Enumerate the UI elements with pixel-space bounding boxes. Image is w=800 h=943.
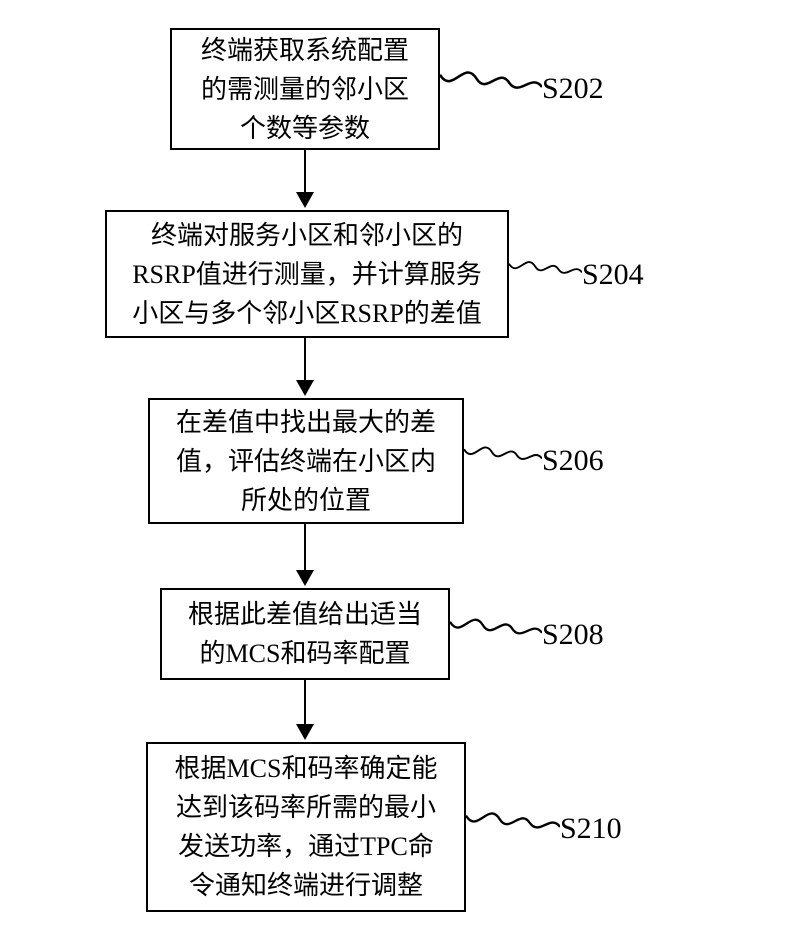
node-text: 终端对服务小区和邻小区的RSRP值进行测量，并计算服务小区与多个邻小区RSRP的… — [132, 216, 482, 333]
flow-node-s210: 根据MCS和码率确定能达到该码率所需的最小发送功率，通过TPC命令通知终端进行调… — [146, 742, 466, 912]
step-label-s204: S204 — [582, 258, 644, 292]
squiggle-connector — [440, 60, 542, 110]
step-label-s208: S208 — [542, 618, 604, 652]
step-label-s210: S210 — [560, 812, 622, 846]
label-text: S204 — [582, 258, 644, 291]
node-text: 根据MCS和码率确定能达到该码率所需的最小发送功率，通过TPC命令通知终端进行调… — [175, 749, 438, 905]
step-label-s206: S206 — [542, 444, 604, 478]
label-text: S206 — [542, 444, 604, 477]
flow-arrow — [304, 524, 306, 584]
node-text: 在差值中找出最大的差值，评估终端在小区内所处的位置 — [176, 403, 436, 520]
squiggle-connector — [466, 800, 560, 850]
squiggle-connector — [464, 432, 542, 482]
squiggle-connector — [450, 606, 542, 656]
flow-node-s208: 根据此差值给出适当的MCS和码率配置 — [160, 588, 450, 680]
flowchart-canvas: 终端获取系统配置的需测量的邻小区个数等参数 终端对服务小区和邻小区的RSRP值进… — [0, 0, 800, 943]
flow-arrow — [304, 150, 306, 206]
flow-arrow — [304, 338, 306, 394]
flow-arrow — [304, 680, 306, 738]
label-text: S208 — [542, 618, 604, 651]
node-text: 终端获取系统配置的需测量的邻小区个数等参数 — [201, 31, 409, 148]
step-label-s202: S202 — [542, 72, 604, 106]
squiggle-connector — [509, 246, 582, 296]
flow-node-s202: 终端获取系统配置的需测量的邻小区个数等参数 — [170, 28, 440, 150]
flow-node-s204: 终端对服务小区和邻小区的RSRP值进行测量，并计算服务小区与多个邻小区RSRP的… — [105, 210, 509, 338]
flow-node-s206: 在差值中找出最大的差值，评估终端在小区内所处的位置 — [148, 398, 464, 524]
label-text: S202 — [542, 72, 604, 105]
label-text: S210 — [560, 812, 622, 845]
node-text: 根据此差值给出适当的MCS和码率配置 — [188, 595, 422, 673]
